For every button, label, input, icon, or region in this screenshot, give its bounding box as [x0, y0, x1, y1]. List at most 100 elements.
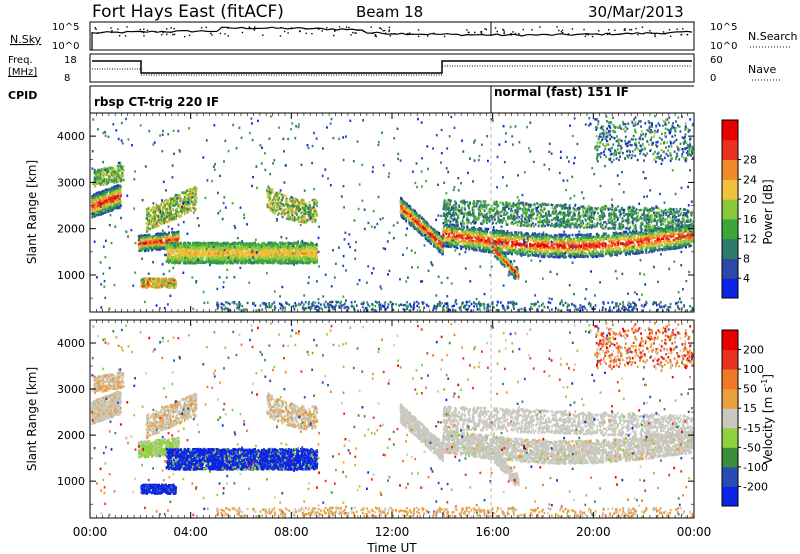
nsky-point: [224, 33, 225, 34]
power-cell: [216, 242, 218, 244]
power-cell: [183, 250, 185, 252]
power-cell: [268, 246, 270, 248]
power-cell: [226, 259, 228, 261]
power-cell: [239, 256, 241, 258]
power-cell: [187, 260, 189, 262]
power-cell: [213, 260, 215, 262]
power-cell: [99, 180, 101, 182]
power-cell: [272, 244, 274, 246]
power-cell: [91, 201, 93, 203]
nsky-point: [676, 29, 677, 30]
power-cell: [176, 215, 178, 217]
nsky-point: [407, 33, 408, 34]
power-cell: [280, 258, 282, 260]
power-cell: [209, 262, 211, 264]
power-cell: [193, 190, 195, 192]
power-cell: [297, 246, 299, 248]
power-cell: [156, 237, 158, 239]
power-cell: [100, 196, 102, 198]
power-cell: [102, 194, 104, 196]
power-cell: [309, 262, 311, 264]
power-cell: [204, 253, 206, 255]
nsky-point: [111, 32, 112, 33]
power-cell: [217, 257, 219, 259]
power-cell: [225, 243, 227, 245]
power-cell: [178, 230, 180, 232]
power-cell: [182, 246, 184, 248]
power-cell: [109, 203, 111, 205]
power-cell: [144, 236, 146, 238]
power-cell: [98, 204, 100, 206]
nsky-point: [350, 34, 351, 35]
power-cell: [212, 249, 214, 251]
power-cell: [186, 203, 188, 205]
power-cell: [162, 246, 164, 248]
power-cell: [212, 258, 214, 260]
power-cell: [153, 241, 155, 243]
nsky-point: [523, 29, 524, 30]
power-cell: [188, 208, 190, 210]
power-cell: [149, 214, 151, 216]
power-cell: [108, 197, 110, 199]
power-cell: [290, 247, 292, 249]
power-cell: [258, 246, 260, 248]
power-cell: [193, 253, 195, 255]
nsky-point: [143, 28, 144, 29]
power-cell: [227, 247, 229, 249]
nsky-point: [210, 33, 211, 34]
power-cell: [159, 205, 161, 207]
power-cell: [221, 259, 223, 261]
power-cell: [163, 219, 165, 221]
power-cell: [166, 210, 168, 212]
power-cell: [95, 174, 97, 176]
power-cell: [306, 256, 308, 258]
nsky-point: [409, 32, 410, 33]
power-cell: [183, 262, 185, 264]
power-cell: [194, 253, 196, 255]
power-cell: [109, 167, 111, 169]
power-cell: [117, 177, 119, 179]
nsky-point: [126, 26, 127, 27]
nsky-point: [556, 26, 557, 27]
power-cell: [168, 248, 170, 250]
power-cell: [173, 261, 175, 263]
power-cell: [311, 257, 313, 259]
power-cell: [119, 198, 121, 200]
power-cell: [118, 169, 120, 171]
power-cell: [178, 194, 180, 196]
power-cell: [180, 214, 182, 216]
power-cell: [164, 232, 166, 234]
nsky-point: [305, 28, 306, 29]
power-cell: [100, 184, 102, 186]
nsky-point: [642, 27, 643, 28]
power-cell: [112, 200, 114, 202]
power-cell: [114, 173, 116, 175]
power-cell: [198, 252, 200, 254]
power-cell: [113, 208, 115, 210]
nsky-point: [598, 30, 599, 31]
power-cell: [172, 209, 174, 211]
power-cell: [169, 215, 171, 217]
nsky-point: [201, 27, 202, 28]
power-cell: [146, 212, 148, 214]
nsky-point: [558, 30, 559, 31]
power-cell: [91, 209, 93, 211]
power-cell: [159, 243, 161, 245]
power-cell: [201, 253, 203, 255]
power-cell: [247, 244, 249, 246]
nsky-point: [111, 30, 112, 31]
power-cell: [185, 190, 187, 192]
power-cell: [114, 181, 116, 183]
power-cell: [189, 245, 191, 247]
power-cell: [193, 207, 195, 209]
power-cell: [199, 250, 201, 252]
power-cell: [170, 210, 172, 212]
power-cell: [263, 247, 265, 249]
nsky-point: [166, 28, 167, 29]
power-cell: [204, 244, 206, 246]
power-cell: [164, 236, 166, 238]
power-cell: [301, 261, 303, 263]
power-cell: [212, 260, 214, 262]
power-cell: [302, 253, 304, 255]
power-cell: [111, 179, 113, 181]
